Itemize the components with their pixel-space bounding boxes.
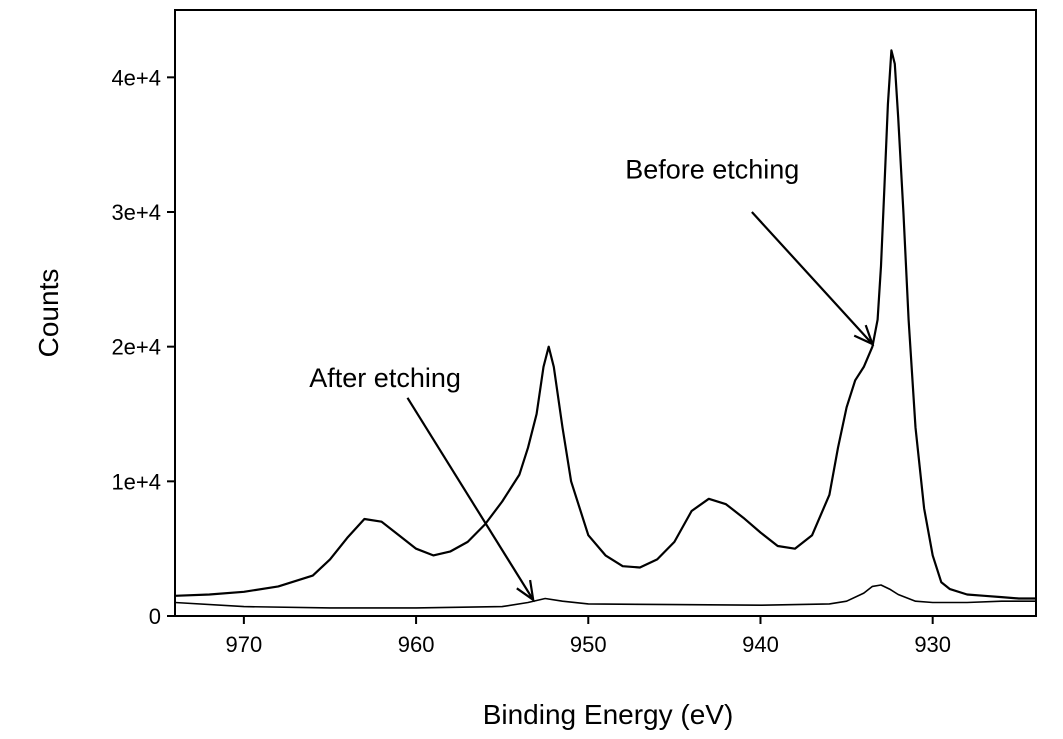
y-axis-title: Counts (33, 269, 64, 358)
x-tick-label: 970 (226, 632, 263, 657)
x-axis-title: Binding Energy (eV) (483, 699, 734, 730)
series-layer (175, 49, 1036, 609)
annotations-layer: Before etching After etching (309, 154, 875, 603)
x-tick-label: 930 (914, 632, 951, 657)
annotation-label: After etching (309, 363, 461, 393)
annotation-arrow (406, 397, 535, 601)
x-tick-label: 950 (570, 632, 607, 657)
x-tick-label: 940 (742, 632, 779, 657)
x-tick-label: 960 (398, 632, 435, 657)
annotation-arrowhead (516, 579, 535, 603)
y-tick-label: 4e+4 (111, 65, 161, 90)
annotation-arrowhead (853, 324, 875, 347)
annotation-arrow (751, 211, 874, 345)
y-axis-ticks: 0 1e+4 2e+4 3e+4 4e+4 (111, 65, 175, 629)
series-line-2 (175, 584, 1036, 609)
y-tick-label: 2e+4 (111, 335, 161, 360)
y-tick-label: 0 (149, 604, 161, 629)
y-tick-label: 3e+4 (111, 200, 161, 225)
series-line-1 (175, 49, 1036, 600)
y-tick-label: 1e+4 (111, 469, 161, 494)
plot-area-frame (174, 9, 1037, 617)
annotation-label: Before etching (625, 154, 799, 184)
x-axis-ticks: 970 960 950 940 930 (226, 616, 951, 657)
